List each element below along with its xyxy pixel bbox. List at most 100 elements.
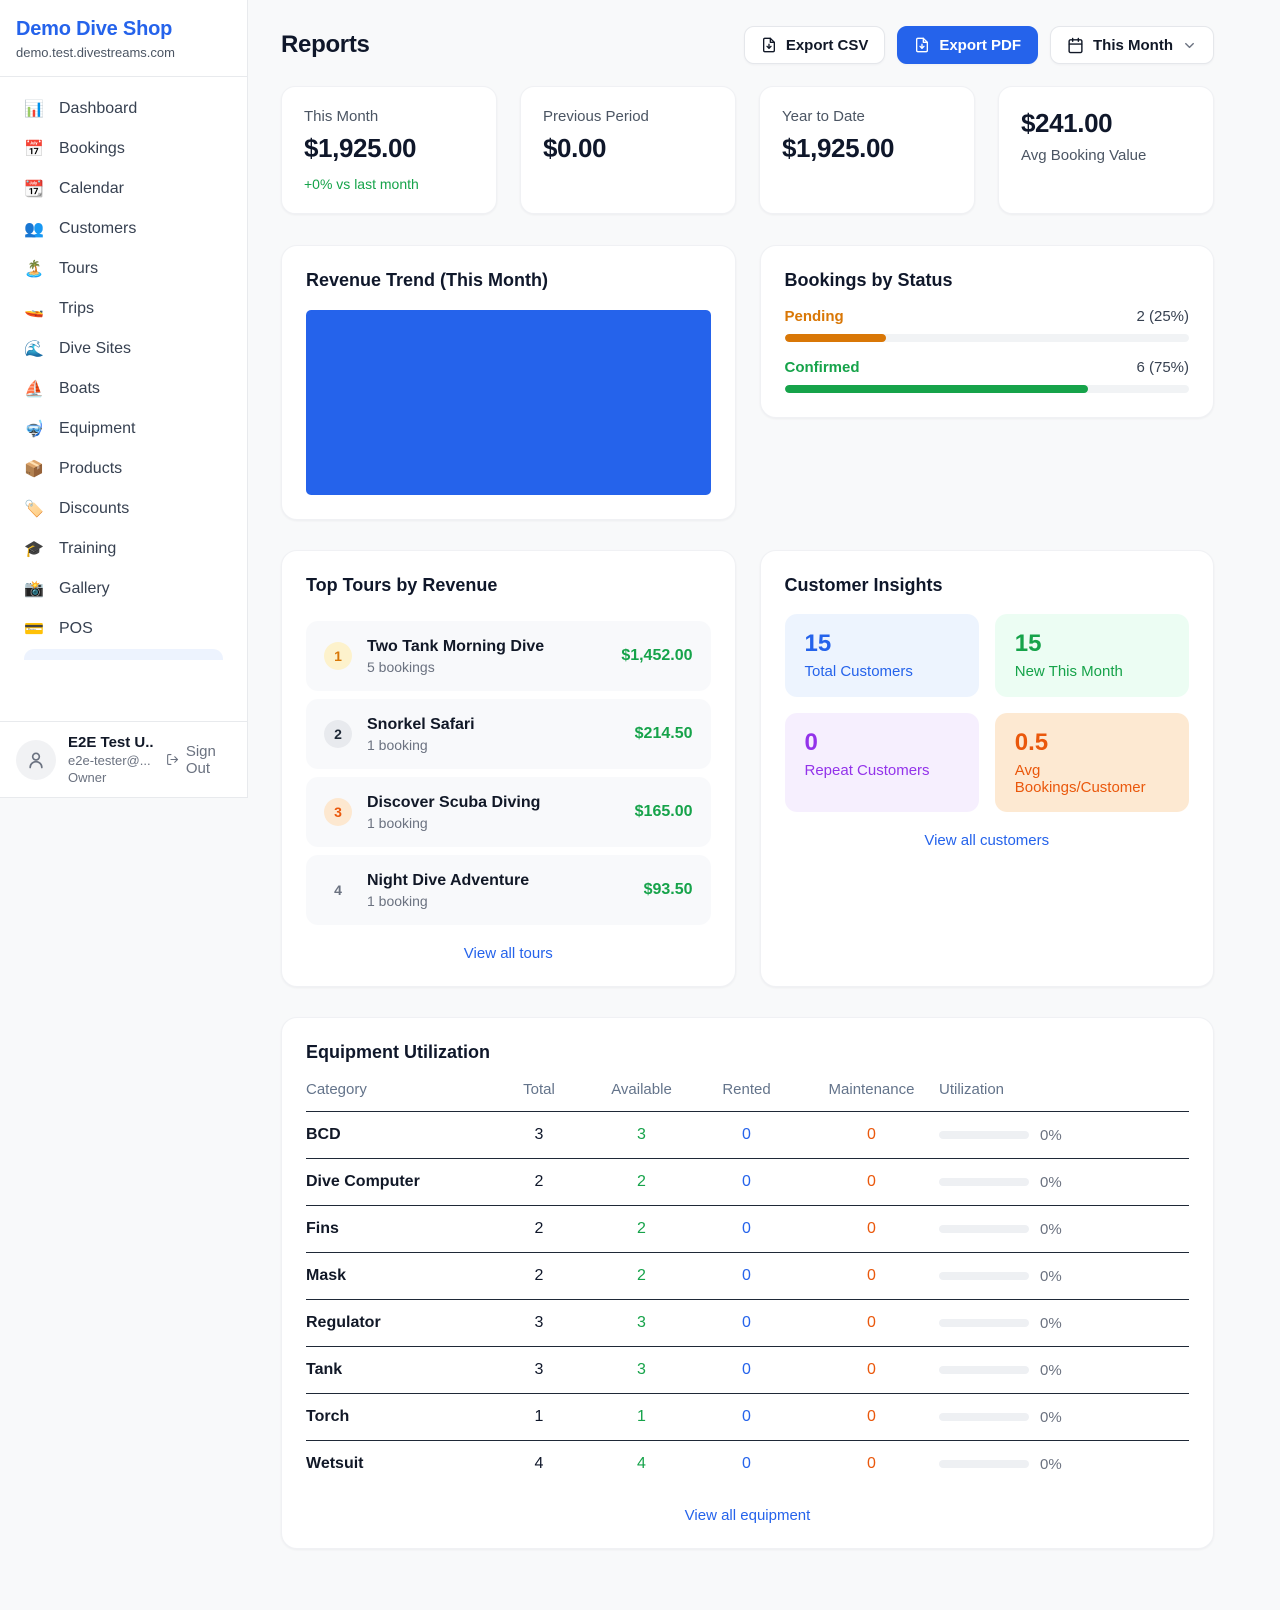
brand-domain: demo.test.divestreams.com [16, 45, 175, 60]
stat-label: Previous Period [543, 108, 649, 125]
cell-category: Mask [306, 1267, 347, 1284]
sidebar-item-tours[interactable]: 🏝️ Tours [12, 249, 235, 289]
export-pdf-button[interactable]: Export PDF [897, 26, 1039, 64]
cell-category: Torch [306, 1408, 350, 1425]
tour-name: Night Dive Adventure [367, 871, 530, 889]
tour-row: 4 Night Dive Adventure 1 booking $93.50 [306, 855, 711, 925]
utilization-bar [939, 1413, 1029, 1421]
package-icon: 📦 [24, 461, 44, 478]
user-email: e2e-tester@... [68, 753, 151, 768]
tear-off-calendar-icon: 📆 [24, 181, 44, 198]
insight-label: Avg Bookings/Customer [1014, 762, 1146, 796]
sidebar-item-training[interactable]: 🎓 Training [12, 529, 235, 569]
top-tours-title: Top Tours by Revenue [306, 575, 498, 595]
table-row: Mask 2 2 0 0 0% [306, 1253, 1189, 1300]
table-row: Torch 1 1 0 0 0% [306, 1394, 1189, 1441]
cell-utilization: 0% [1040, 1314, 1062, 1332]
brand[interactable]: Demo Dive Shop demo.test.divestreams.com [0, 0, 247, 77]
cell-maintenance: 0 [867, 1408, 876, 1425]
sidebar-item-equipment[interactable]: 🤿 Equipment [12, 409, 235, 449]
cell-maintenance: 0 [867, 1361, 876, 1378]
chevron-down-icon [1185, 42, 1194, 48]
cell-total: 2 [534, 1173, 544, 1190]
col-total: Total [523, 1081, 555, 1098]
sign-out-icon [166, 754, 178, 765]
equipment-utilization-title: Equipment Utilization [306, 1042, 490, 1062]
sign-out-label: Sign Out [185, 742, 216, 777]
insight-total-customers: 15 Total Customers [784, 614, 979, 697]
utilization-bar [939, 1225, 1029, 1233]
sidebar-item-products[interactable]: 📦 Products [12, 449, 235, 489]
sidebar-item-label: Training [59, 540, 117, 557]
cell-rented: 0 [742, 1220, 751, 1237]
row-charts: Revenue Trend (This Month) Bookings by S… [281, 245, 1214, 520]
utilization-bar [939, 1460, 1029, 1468]
user-panel: E2E Test U... e2e-tester@... Owner Sign … [0, 721, 247, 797]
period-dropdown[interactable]: This Month [1050, 26, 1214, 64]
table-row: Fins 2 2 0 0 0% [306, 1206, 1189, 1253]
cell-utilization: 0% [1040, 1267, 1062, 1285]
export-pdf-label: Export PDF [939, 36, 1022, 54]
sidebar-item-dive-sites[interactable]: 🌊 Dive Sites [12, 329, 235, 369]
col-maintenance: Maintenance [828, 1081, 915, 1098]
brand-title: Demo Dive Shop [16, 18, 173, 40]
sidebar-item-trips[interactable]: 🚤 Trips [12, 289, 235, 329]
sidebar-item-dashboard[interactable]: 📊 Dashboard [12, 89, 235, 129]
tour-amount: $1,452.00 [621, 647, 693, 664]
cell-maintenance: 0 [867, 1126, 876, 1143]
status-value: 6 (75%) [1136, 359, 1189, 376]
export-csv-button[interactable]: Export CSV [743, 26, 886, 64]
stats-row: This Month $1,925.00 +0% vs last month P… [281, 86, 1214, 214]
insight-label: Total Customers [804, 663, 913, 680]
tour-row: 1 Two Tank Morning Dive 5 bookings $1,45… [306, 621, 711, 691]
cell-category: Regulator [306, 1314, 381, 1331]
cell-category: Wetsuit [306, 1455, 364, 1472]
sidebar-item-pos[interactable]: 💳 POS [12, 609, 235, 649]
cell-maintenance: 0 [867, 1314, 876, 1331]
insights-grid: 15 Total Customers 15 New This Month 0 R… [784, 614, 1189, 812]
sidebar-item-label: Boats [59, 380, 100, 397]
tour-name: Two Tank Morning Dive [367, 637, 545, 655]
tour-row: 3 Discover Scuba Diving 1 booking $165.0… [306, 777, 711, 847]
cell-total: 4 [534, 1455, 544, 1472]
sidebar-item-customers[interactable]: 👥 Customers [12, 209, 235, 249]
sidebar-item-reports-partial[interactable] [24, 649, 223, 660]
view-all-customers-link[interactable]: View all customers [924, 832, 1050, 849]
insight-avg-bookings: 0.5 Avg Bookings/Customer [994, 713, 1189, 812]
cell-total: 2 [534, 1267, 544, 1284]
sidebar-item-label: Gallery [59, 580, 110, 597]
sidebar-item-boats[interactable]: ⛵ Boats [12, 369, 235, 409]
cell-available: 3 [637, 1361, 646, 1378]
bookings-by-status-card: Bookings by Status Pending 2 (25%) Confi… [759, 245, 1214, 418]
cell-rented: 0 [742, 1314, 751, 1331]
view-all-equipment-link[interactable]: View all equipment [684, 1507, 811, 1524]
insight-value: 15 [804, 630, 832, 657]
col-available: Available [611, 1081, 672, 1098]
file-download-icon [762, 37, 775, 53]
cell-available: 3 [637, 1314, 646, 1331]
utilization-bar [939, 1366, 1029, 1374]
equipment-table-header: Category Total Available Rented Maintena… [306, 1081, 1189, 1112]
customer-insights-title: Customer Insights [784, 575, 943, 595]
view-all-tours-link[interactable]: View all tours [463, 945, 553, 962]
revenue-trend-chart [306, 310, 711, 495]
tour-bookings: 5 bookings [367, 658, 435, 675]
sidebar-item-bookings[interactable]: 📅 Bookings [12, 129, 235, 169]
user-role: Owner [68, 770, 107, 785]
tour-amount: $93.50 [643, 881, 693, 898]
tour-bookings: 1 booking [367, 736, 428, 753]
avatar [16, 739, 56, 780]
sidebar-item-gallery[interactable]: 📸 Gallery [12, 569, 235, 609]
page-title: Reports [281, 31, 370, 58]
sign-out-button[interactable]: Sign Out [166, 743, 231, 777]
stat-value: $1,925.00 [782, 133, 895, 163]
cell-maintenance: 0 [867, 1455, 876, 1472]
sidebar-item-label: Trips [59, 300, 94, 317]
cell-category: Fins [306, 1220, 339, 1237]
sidebar-item-discounts[interactable]: 🏷️ Discounts [12, 489, 235, 529]
sidebar-item-calendar[interactable]: 📆 Calendar [12, 169, 235, 209]
insight-label: New This Month [1014, 663, 1123, 680]
rank-badge: 4 [334, 882, 342, 898]
sidebar-item-label: Tours [59, 260, 99, 277]
status-bar-track [784, 334, 1189, 342]
